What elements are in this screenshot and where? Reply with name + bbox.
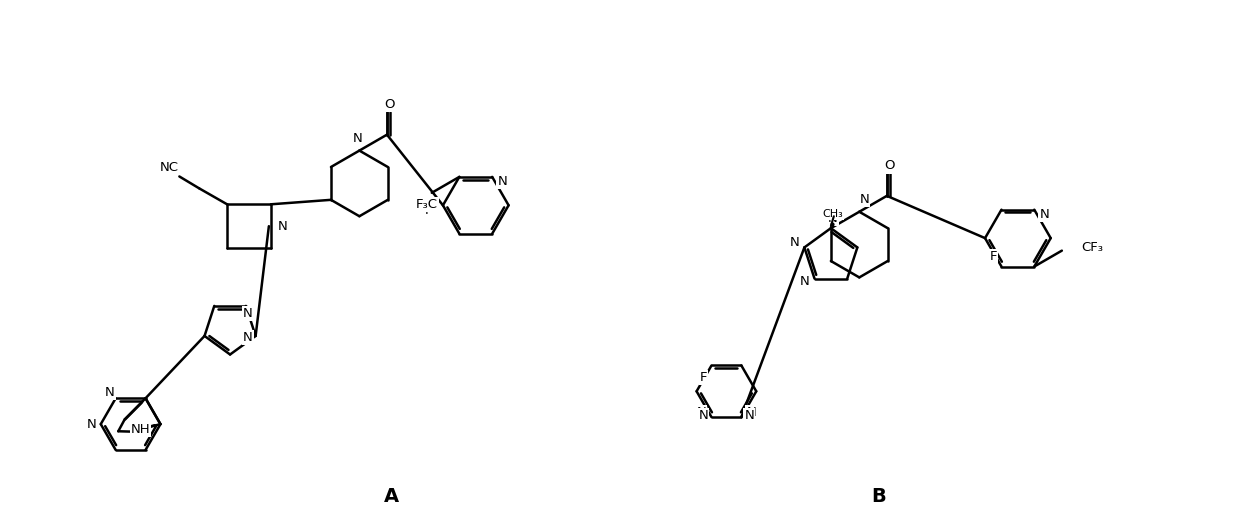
Text: CF₃: CF₃ [1082, 241, 1104, 254]
Text: N: N [353, 132, 362, 145]
Text: F: F [990, 250, 997, 263]
Text: N: N [799, 275, 809, 288]
Text: N: N [699, 408, 709, 422]
Text: O: O [885, 160, 895, 173]
Text: N: N [828, 212, 838, 225]
Text: N: N [789, 236, 799, 249]
Text: NC: NC [160, 161, 178, 174]
Text: B: B [871, 487, 886, 506]
Text: O: O [384, 98, 395, 111]
Text: F₃C: F₃C [416, 198, 437, 211]
Text: N: N [278, 220, 287, 233]
Text: N: N [746, 406, 756, 419]
Text: CH₃: CH₃ [823, 209, 844, 219]
Text: N: N [243, 332, 253, 345]
Text: N: N [1040, 208, 1049, 221]
Text: F: F [424, 204, 431, 217]
Text: A: A [384, 487, 399, 506]
Text: N: N [696, 406, 706, 419]
Text: N: N [497, 175, 507, 188]
Text: N: N [87, 418, 97, 430]
Text: F: F [700, 371, 707, 384]
Text: N: N [243, 308, 253, 321]
Text: NH: NH [131, 423, 150, 436]
Text: N: N [860, 194, 869, 207]
Text: N: N [745, 408, 755, 422]
Text: N: N [105, 386, 114, 399]
